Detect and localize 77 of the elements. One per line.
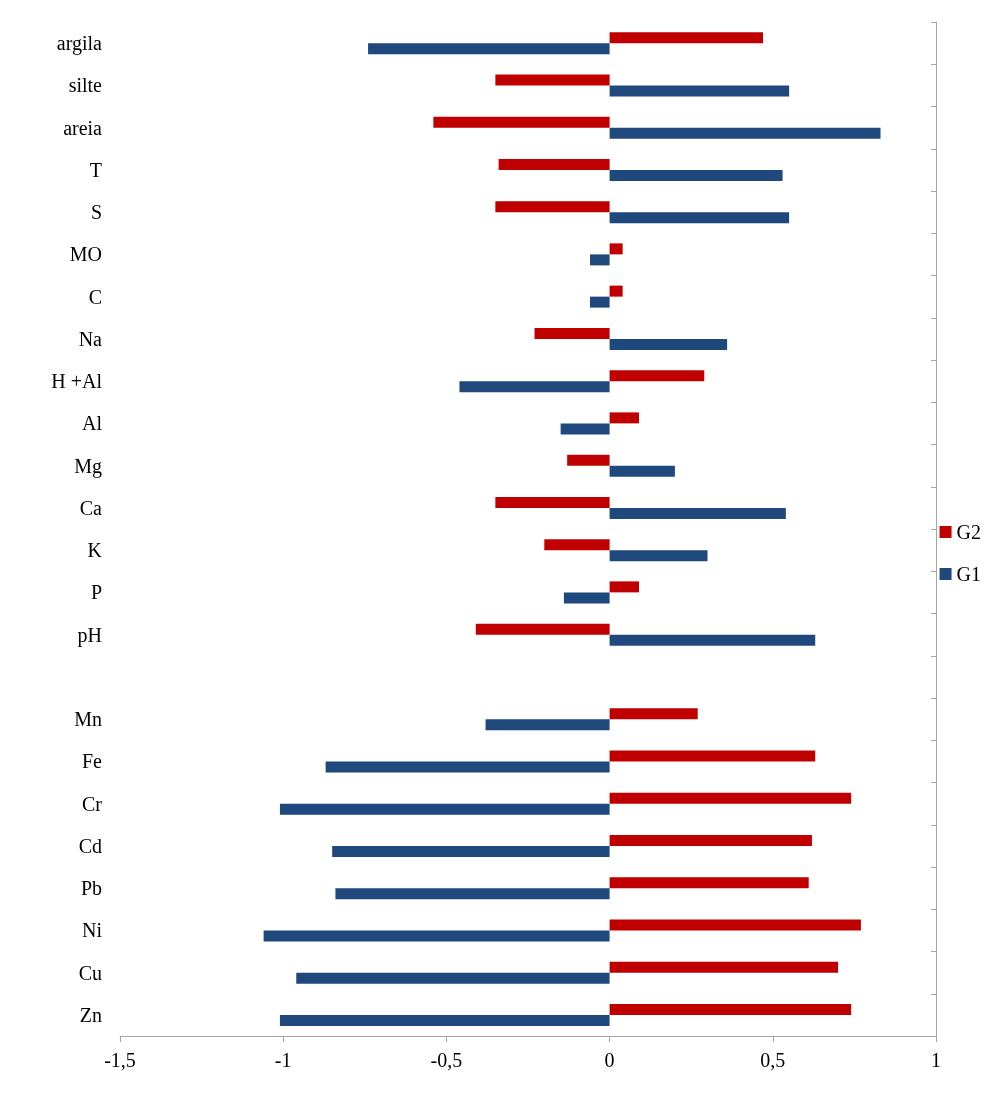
bar — [498, 158, 610, 170]
x-tick-label: 0 — [604, 1049, 615, 1071]
y-tick-label: argila — [56, 32, 103, 56]
bar — [560, 423, 610, 435]
bar — [609, 465, 675, 477]
y-tick-label: Cd — [78, 834, 102, 857]
y-tick-label: areia — [63, 116, 103, 139]
bar — [279, 803, 610, 815]
bar — [332, 845, 610, 857]
bar — [609, 243, 623, 255]
bar — [544, 539, 610, 551]
y-tick-label: S — [90, 201, 102, 224]
bar — [495, 74, 610, 86]
bar — [534, 327, 610, 339]
bar — [609, 634, 816, 646]
legend-label: G2 — [956, 521, 982, 543]
bar — [609, 834, 812, 846]
y-tick-label: C — [88, 285, 102, 308]
bar — [563, 592, 610, 604]
bar — [609, 1003, 852, 1015]
bar — [495, 201, 610, 213]
bar — [433, 116, 610, 128]
bar — [609, 338, 728, 350]
bar — [609, 961, 839, 973]
bar — [475, 623, 610, 635]
bar — [590, 296, 610, 308]
x-tick-label: 1 — [931, 1049, 941, 1071]
bar — [368, 43, 610, 55]
y-tick-label: K — [87, 539, 103, 562]
bar — [325, 761, 610, 773]
bar — [609, 32, 764, 44]
bar — [590, 254, 610, 266]
bar — [609, 169, 783, 181]
y-tick-label: T — [89, 158, 102, 181]
y-tick-label: P — [90, 581, 102, 604]
y-tick-label: pH — [77, 623, 102, 647]
bar — [609, 127, 881, 139]
y-tick-label: MO — [69, 243, 102, 266]
y-tick-label: H +Al — [51, 370, 103, 393]
bar — [485, 719, 610, 731]
bar — [609, 877, 809, 889]
y-tick-label: Pb — [80, 877, 102, 900]
bar — [296, 972, 610, 984]
y-tick-label: Ni — [82, 919, 103, 942]
bar — [609, 370, 705, 382]
x-tick-label: -0,5 — [430, 1049, 463, 1071]
x-tick-label: -1 — [274, 1049, 292, 1071]
bar — [335, 888, 610, 900]
bar — [609, 85, 790, 97]
bar — [263, 930, 610, 942]
bar — [609, 750, 816, 762]
y-tick-label: Na — [78, 327, 103, 350]
bar — [609, 285, 623, 297]
y-tick-label: Mn — [74, 708, 102, 731]
y-tick-label: silte — [68, 74, 103, 97]
bar — [609, 212, 790, 224]
y-tick-label: Cu — [78, 961, 102, 984]
y-tick-label: Zn — [79, 1003, 102, 1026]
bar — [609, 919, 861, 931]
y-tick-label: Ca — [79, 496, 103, 519]
bar — [279, 1014, 610, 1026]
bar — [609, 412, 639, 424]
bar — [609, 507, 786, 519]
bar — [567, 454, 610, 466]
x-tick-label: -1,5 — [104, 1049, 136, 1071]
y-tick-label: Fe — [82, 750, 103, 773]
legend-label: G1 — [956, 563, 982, 585]
y-tick-label: Al — [82, 412, 103, 435]
bar — [459, 381, 610, 393]
x-tick-label: 0,5 — [760, 1049, 786, 1071]
y-tick-label: Mg — [74, 454, 102, 478]
bar — [609, 581, 639, 593]
y-tick-label: Cr — [82, 792, 103, 815]
bar — [609, 792, 852, 804]
bar — [609, 708, 698, 720]
bar — [495, 496, 610, 508]
bar — [609, 550, 708, 562]
